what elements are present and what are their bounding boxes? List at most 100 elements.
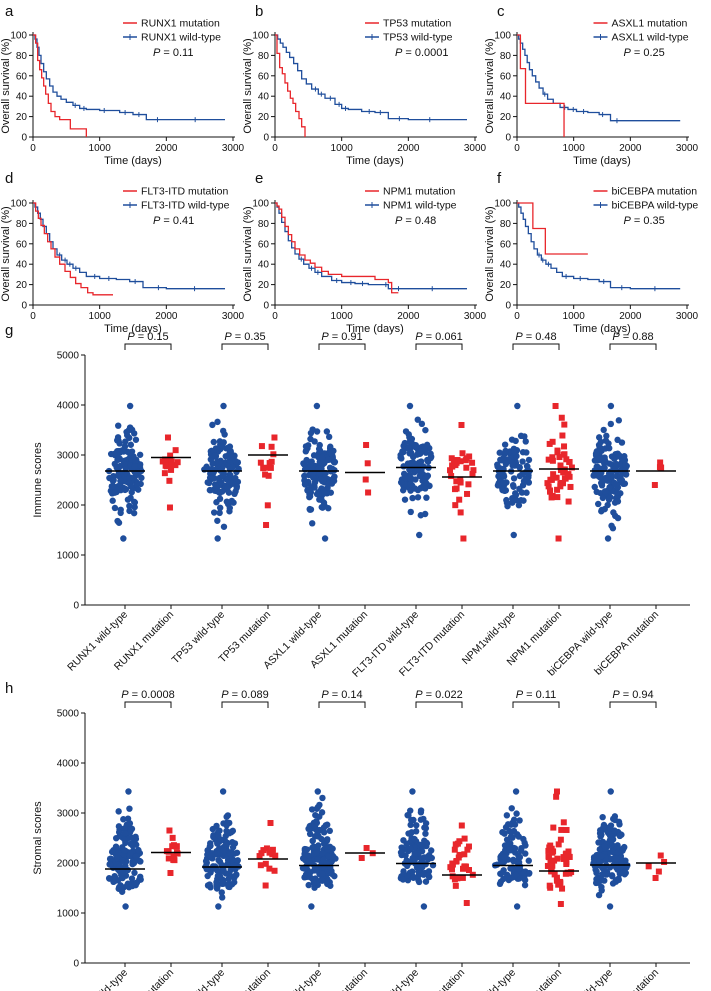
data-point <box>163 462 170 469</box>
data-point <box>454 875 461 882</box>
x-tick-label: TP53 mutation <box>216 967 273 991</box>
data-point <box>115 808 122 815</box>
data-point <box>309 837 316 845</box>
data-point <box>220 523 228 530</box>
data-point <box>164 434 171 441</box>
data-point <box>606 484 613 491</box>
data-point <box>463 455 470 462</box>
data-point <box>127 449 134 456</box>
data-point <box>269 851 276 858</box>
data-point <box>562 870 569 877</box>
x-tick-label: 0 <box>272 143 278 154</box>
data-point <box>397 849 405 856</box>
data-point <box>461 865 468 872</box>
data-point <box>510 857 517 865</box>
data-point <box>645 863 652 870</box>
data-point <box>162 456 169 463</box>
legend-label-mutation: ASXL1 mutation <box>612 18 688 30</box>
data-point <box>262 882 269 889</box>
data-point <box>596 846 604 853</box>
p-bracket <box>609 701 657 708</box>
data-point <box>124 815 132 822</box>
data-point <box>469 471 476 478</box>
y-tick-label: 20 <box>500 280 512 291</box>
y-tick-label: 80 <box>16 51 28 62</box>
y-tick-label: 100 <box>10 199 27 210</box>
x-tick-label: ASXL1 wild-type <box>261 967 324 991</box>
data-point <box>557 901 564 907</box>
legend-label-wildtype: ASXL1 wild-type <box>612 32 689 44</box>
data-point <box>451 459 458 466</box>
data-point <box>114 434 122 441</box>
data-point <box>207 456 215 463</box>
data-point <box>307 435 314 443</box>
data-point <box>216 504 224 511</box>
legend-label-wildtype: FLT3-ITD wild-type <box>141 200 230 212</box>
data-point <box>421 854 428 861</box>
data-point <box>218 889 225 896</box>
y-tick-label: 80 <box>500 219 512 230</box>
data-point <box>516 463 523 471</box>
data-point <box>214 840 221 847</box>
y-tick-label: 40 <box>16 260 28 271</box>
data-point <box>264 502 271 509</box>
data-point <box>422 426 429 434</box>
p-value-label: P = 0.11 <box>153 47 193 59</box>
data-point <box>321 535 329 542</box>
data-point <box>219 472 227 479</box>
data-point <box>520 869 528 877</box>
data-point <box>308 806 316 813</box>
data-point <box>544 862 551 869</box>
data-point <box>313 402 321 410</box>
data-point <box>465 867 472 874</box>
data-point <box>598 852 605 860</box>
data-point <box>510 816 518 823</box>
y-tick-label: 40 <box>500 92 512 103</box>
data-point <box>613 489 621 496</box>
data-point <box>412 441 419 449</box>
data-point <box>590 856 598 863</box>
legend-label-mutation: TP53 mutation <box>383 18 451 30</box>
data-point <box>324 821 331 828</box>
data-point <box>597 438 605 446</box>
data-point <box>219 880 226 888</box>
data-point <box>501 441 509 448</box>
data-point <box>555 535 562 542</box>
data-point <box>305 881 312 889</box>
data-point <box>515 833 522 840</box>
data-point <box>500 479 507 486</box>
data-point <box>310 879 317 887</box>
x-tick-label: 0 <box>514 143 520 154</box>
data-point <box>457 479 464 486</box>
data-point <box>131 503 138 511</box>
data-point <box>592 879 600 887</box>
data-point <box>215 903 222 910</box>
data-point <box>225 489 233 496</box>
p-bracket <box>318 343 366 350</box>
data-point <box>267 464 274 471</box>
data-point <box>452 502 459 509</box>
data-point <box>512 437 519 445</box>
y-tick-label: 80 <box>258 219 270 230</box>
data-point <box>109 497 116 504</box>
y-axis-title: Overall survival (%) <box>0 206 12 301</box>
data-point <box>553 474 560 481</box>
data-point <box>614 498 622 505</box>
data-point <box>215 856 222 864</box>
data-point <box>109 477 117 485</box>
data-point <box>503 871 511 879</box>
data-point <box>610 509 617 516</box>
data-point <box>223 813 230 821</box>
data-point <box>213 878 220 886</box>
x-tick-label: 2000 <box>619 311 642 322</box>
panel-letter-g: g <box>5 322 13 339</box>
p-value-label: P = 0.0008 <box>121 689 175 701</box>
y-tick-label: 60 <box>258 239 270 250</box>
x-tick-label: 2000 <box>397 311 420 322</box>
data-point <box>420 463 427 470</box>
data-point <box>458 822 465 829</box>
data-point <box>407 821 414 829</box>
y-axis-title: Overall survival (%) <box>242 206 254 301</box>
data-point <box>512 788 520 795</box>
data-point <box>563 456 570 463</box>
